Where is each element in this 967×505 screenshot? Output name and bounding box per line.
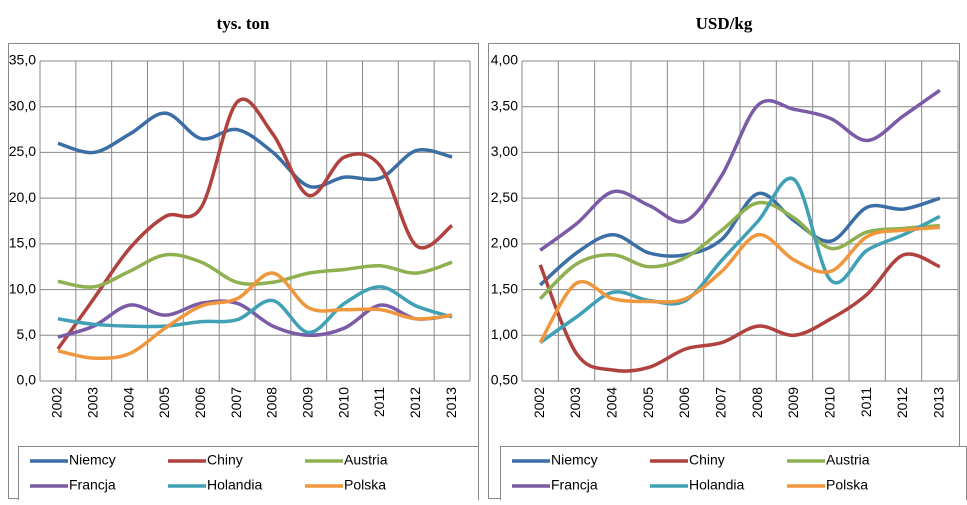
y-tick-label: 30,0 [9,97,36,113]
legend-label: Niemcy [69,452,116,468]
x-tick-label: 2004 [120,387,136,418]
x-tick-label: 2012 [894,387,910,418]
series-line [57,111,453,189]
x-tick-label: 2009 [299,387,315,418]
legend-label: Chiny [689,452,725,468]
x-tick-label: 2002 [49,387,65,418]
y-tick-label: 35,0 [9,52,36,68]
series-line [57,285,453,335]
series-line [538,200,940,300]
series-line [57,299,453,339]
x-tick-label: 2013 [931,387,947,418]
legend-label: Austria [344,452,388,468]
legend-box [18,446,479,505]
y-tick-label: 1,00 [491,326,518,342]
x-tick-label: 2008 [749,387,765,418]
chart-title: tys. ton [217,14,270,33]
x-tick-label: 2010 [822,387,838,418]
series-line [538,252,941,373]
x-tick-label: 2010 [335,387,351,418]
x-tick-label: 2007 [713,387,729,418]
x-tick-label: 2002 [531,387,547,418]
legend-label: Polska [344,477,386,493]
y-tick-label: 20,0 [9,189,36,205]
y-tick-label: 2,00 [491,235,518,251]
y-tick-label: 3,00 [491,143,518,159]
x-tick-label: 2007 [228,387,244,418]
x-tick-label: 2005 [640,387,656,418]
y-tick-label: 0,50 [491,372,518,388]
x-tick-label: 2012 [407,387,423,418]
legend-label: Holandia [689,477,744,493]
y-tick-label: 5,0 [17,326,37,342]
legend-label: Chiny [207,452,243,468]
x-tick-label: 2003 [84,387,100,418]
legend-label: Polska [826,477,868,493]
legend-label: Francja [69,477,116,493]
series-line [538,225,940,344]
chart-title: USD/kg [696,14,753,33]
x-tick-label: 2003 [567,387,583,418]
x-tick-label: 2004 [604,387,620,418]
legend-label: Austria [826,452,870,468]
y-tick-label: 1,50 [491,280,518,296]
series-line [539,88,941,252]
x-tick-label: 2005 [156,387,172,418]
y-tick-label: 10,0 [9,280,36,296]
series-line [539,176,941,345]
y-tick-label: 4,00 [491,52,518,68]
legend-label: Niemcy [551,452,598,468]
x-tick-label: 2013 [443,387,459,418]
y-tick-label: 3,50 [491,97,518,113]
y-tick-label: 25,0 [9,143,36,159]
y-tick-label: 15,0 [9,235,36,251]
x-tick-label: 2011 [858,387,874,417]
series-line [57,271,453,361]
x-tick-label: 2011 [371,387,387,417]
legend-label: Francja [551,477,598,493]
series-line [56,97,454,351]
x-tick-label: 2006 [192,387,208,418]
y-tick-label: 2,50 [491,189,518,205]
x-tick-label: 2006 [676,387,692,418]
x-tick-label: 2009 [785,387,801,418]
legend-box [500,446,967,505]
y-tick-label: 0,0 [17,372,37,388]
legend-label: Holandia [207,477,262,493]
x-tick-label: 2008 [264,387,280,418]
